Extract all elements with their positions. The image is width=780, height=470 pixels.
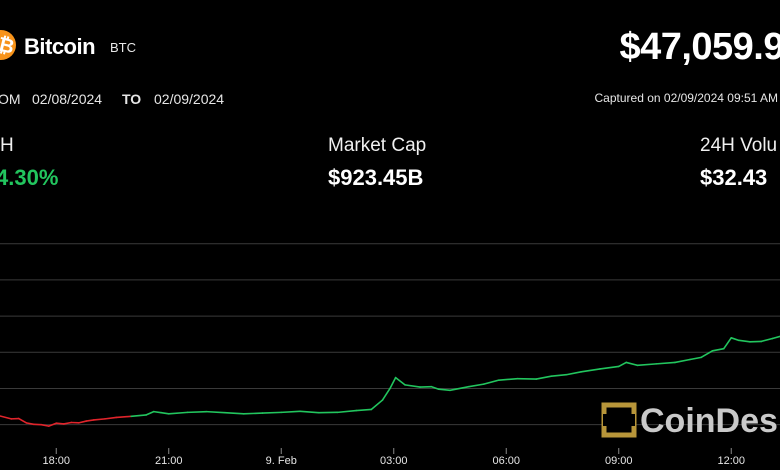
price-line-segment xyxy=(261,411,283,414)
price-line-segment xyxy=(370,399,384,411)
price-line-segment xyxy=(689,356,703,361)
current-price: $47,059.9 xyxy=(619,26,780,68)
stat-volume-label: 24H Volu xyxy=(700,135,778,156)
price-line-segment xyxy=(336,409,358,414)
price-line-segment xyxy=(674,358,691,364)
x-tick-label: 18:00 xyxy=(42,455,70,467)
price-line-segment xyxy=(737,339,751,343)
price-line-segment xyxy=(205,410,226,414)
price-line-segment xyxy=(636,363,658,367)
price-line-segment xyxy=(599,365,620,370)
x-tick-label: 06:00 xyxy=(492,455,520,467)
price-line-segment xyxy=(394,376,406,386)
price-line-segment xyxy=(430,385,440,391)
price-line-segment xyxy=(85,419,95,422)
price-line-segment xyxy=(482,379,500,385)
range-to-date[interactable]: 02/09/2024 xyxy=(154,91,225,107)
price-line-segment xyxy=(186,410,208,414)
price-line-segment xyxy=(449,385,470,392)
price-line-segment xyxy=(655,361,676,365)
price-line-segment xyxy=(625,361,639,367)
price-line-segment xyxy=(242,412,264,415)
price-line-segment xyxy=(617,361,628,368)
chart-grid xyxy=(0,243,780,426)
stat-change-label: H xyxy=(0,135,14,156)
price-line-segment xyxy=(160,411,170,415)
price-line-segment xyxy=(565,371,583,376)
price-line-segment xyxy=(17,417,28,424)
price-line-segment xyxy=(130,414,148,418)
price-line-segment xyxy=(167,411,189,415)
price-line-segment xyxy=(700,350,714,359)
price-line-segment xyxy=(115,415,133,419)
price-line-segment xyxy=(550,373,568,377)
price-line-segment xyxy=(152,410,163,414)
price-line-segment xyxy=(224,411,245,415)
price-line-segment xyxy=(299,410,320,414)
price-line-segment xyxy=(404,384,421,388)
price-line-segment xyxy=(437,388,451,392)
asset-name: Bitcoin xyxy=(24,34,96,59)
x-tick-label: 03:00 xyxy=(380,455,408,467)
price-line-segment xyxy=(104,416,118,420)
price-line-segment xyxy=(25,422,35,426)
stat-market-cap-label: Market Cap xyxy=(328,135,427,156)
price-line-segment xyxy=(55,422,65,425)
stat-change-value: 4.30% xyxy=(0,165,59,190)
captured-timestamp: Captured on 02/09/2024 09:51 AM xyxy=(594,91,778,105)
price-line-segment xyxy=(77,420,88,424)
stat-volume-value: $32.43 xyxy=(700,165,768,190)
price-line-segment xyxy=(580,368,601,373)
x-axis: 18:00 21:00 9. Feb 03:00 06:00 09:00 12:00 xyxy=(42,448,745,467)
price-line-segment xyxy=(62,421,73,425)
x-tick-label: 9. Feb xyxy=(266,455,297,467)
price-line-segment xyxy=(145,410,155,416)
price-line-segment xyxy=(497,377,519,381)
x-tick-label: 09:00 xyxy=(605,455,633,467)
range-to-label: TO xyxy=(122,91,142,107)
x-tick-label: 12:00 xyxy=(717,455,745,467)
price-line-segment xyxy=(47,422,58,427)
asset-ticker: BTC xyxy=(110,40,136,55)
price-line-segment xyxy=(280,410,301,414)
price-line-segment xyxy=(711,347,725,352)
price-line-segment xyxy=(760,337,774,343)
bitcoin-logo-icon: ₿ xyxy=(0,30,17,60)
range-from-date[interactable]: 02/08/2024 xyxy=(32,91,103,107)
price-line-segment xyxy=(535,375,553,380)
price-line-segment xyxy=(771,335,780,340)
price-line-segment xyxy=(722,337,733,350)
coindesk-logo-icon xyxy=(601,402,637,438)
coindesk-watermark: CoinDes xyxy=(601,402,778,440)
stat-market-cap-value: $923.45B xyxy=(328,165,424,190)
watermark-text: CoinDes xyxy=(640,402,778,440)
price-line xyxy=(0,335,780,427)
price-line-segment xyxy=(381,387,391,401)
range-from-label: OM xyxy=(0,91,21,107)
price-line-segment xyxy=(0,415,13,420)
price-line-segment xyxy=(40,423,50,427)
price-line-segment xyxy=(730,337,740,342)
x-tick-label: 21:00 xyxy=(155,455,183,467)
price-line-segment xyxy=(92,418,106,421)
price-line-segment xyxy=(355,408,373,412)
price-line-segment xyxy=(467,383,485,388)
price-line-segment xyxy=(389,376,397,390)
